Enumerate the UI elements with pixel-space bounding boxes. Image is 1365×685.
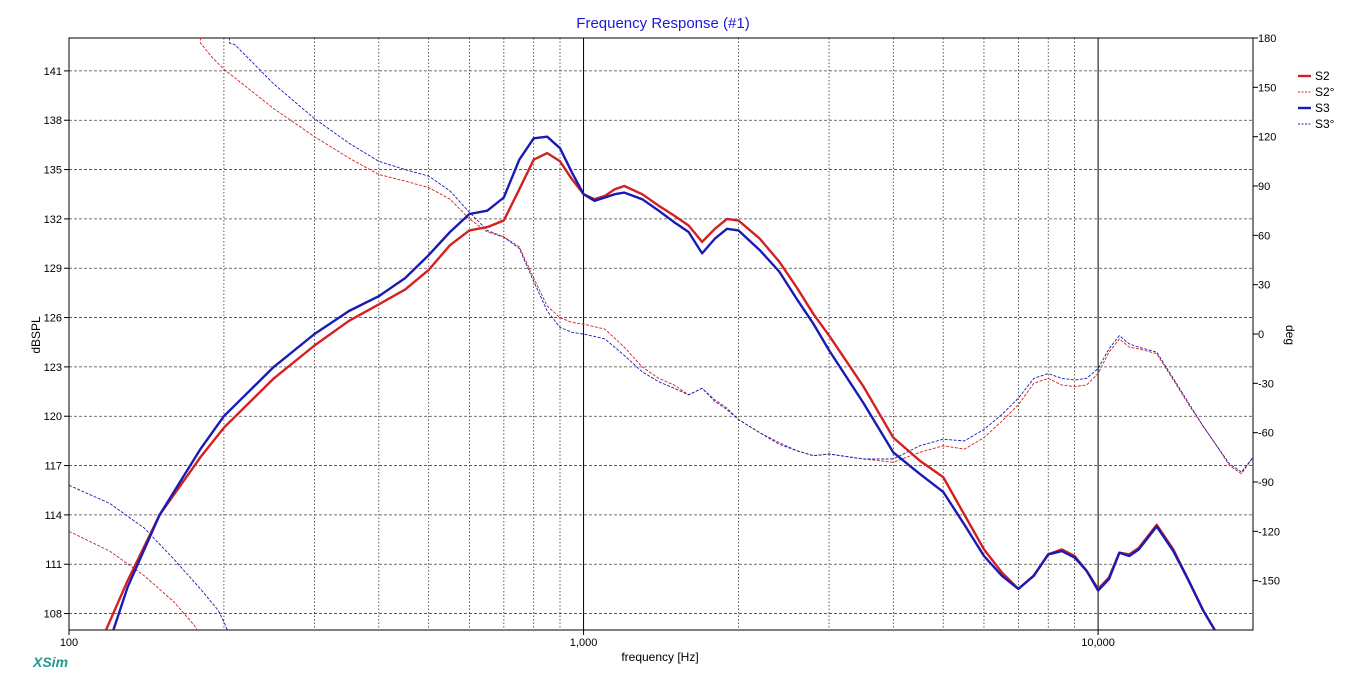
y2-tick-label: 180	[1258, 33, 1276, 45]
y2-tick-label: -30	[1258, 378, 1274, 390]
y-axis-label: dBSPL	[29, 316, 43, 354]
y2-tick-label: 150	[1258, 82, 1276, 94]
plot-frame	[68, 37, 1254, 631]
legend-entry: S3	[1315, 101, 1330, 115]
legend: S2 S2° S3 S3°	[1298, 69, 1335, 131]
y-tick-label: 129	[44, 263, 62, 275]
y2-tick-label: -120	[1258, 526, 1280, 538]
y-tick-label: 132	[44, 214, 62, 226]
y2-tick-label: 120	[1258, 132, 1276, 144]
y2-tick-label: 90	[1258, 181, 1270, 193]
tick-labels: 108 111 114 117 120 123 126 129 132 135 138 141 180 1…	[44, 33, 1280, 649]
x-tick-label: 100	[60, 637, 78, 649]
y-tick-label: 138	[44, 115, 62, 127]
x-tick-label: 1,000	[570, 637, 598, 649]
chart-title: Frequency Response (#1)	[576, 15, 749, 32]
y2-tick-label: -60	[1258, 428, 1274, 440]
x-tick-label: 10,000	[1081, 637, 1115, 649]
y-tick-label: 141	[44, 66, 62, 78]
legend-entry: S2°	[1315, 85, 1335, 99]
y-tick-label: 117	[44, 461, 62, 473]
y2-tick-label: -90	[1258, 477, 1274, 489]
y-tick-label: 114	[44, 510, 62, 522]
y2-tick-label: -150	[1258, 576, 1280, 588]
y2-axis-label: deg	[1283, 325, 1297, 345]
y-tick-label: 111	[45, 559, 62, 571]
y2-tick-label: 60	[1258, 230, 1270, 242]
xsim-logo: XSim	[32, 654, 68, 670]
y-tick-label: 126	[44, 313, 62, 325]
y2-tick-label: 30	[1258, 280, 1270, 292]
x-axis-label: frequency [Hz]	[621, 650, 698, 664]
legend-entry: S2	[1315, 69, 1330, 83]
y2-tick-label: 0	[1258, 329, 1264, 341]
y-tick-label: 123	[44, 362, 62, 374]
y-tick-label: 135	[44, 165, 62, 177]
series-line-s2-phase	[69, 38, 1253, 630]
y-tick-label: 120	[44, 411, 62, 423]
series-line-s3-phase	[69, 38, 1253, 630]
legend-entry: S3°	[1315, 117, 1335, 131]
y-tick-label: 108	[44, 609, 62, 621]
series-line-s3	[112, 135, 1217, 630]
grid	[64, 37, 1258, 635]
series-lines	[69, 38, 1253, 630]
